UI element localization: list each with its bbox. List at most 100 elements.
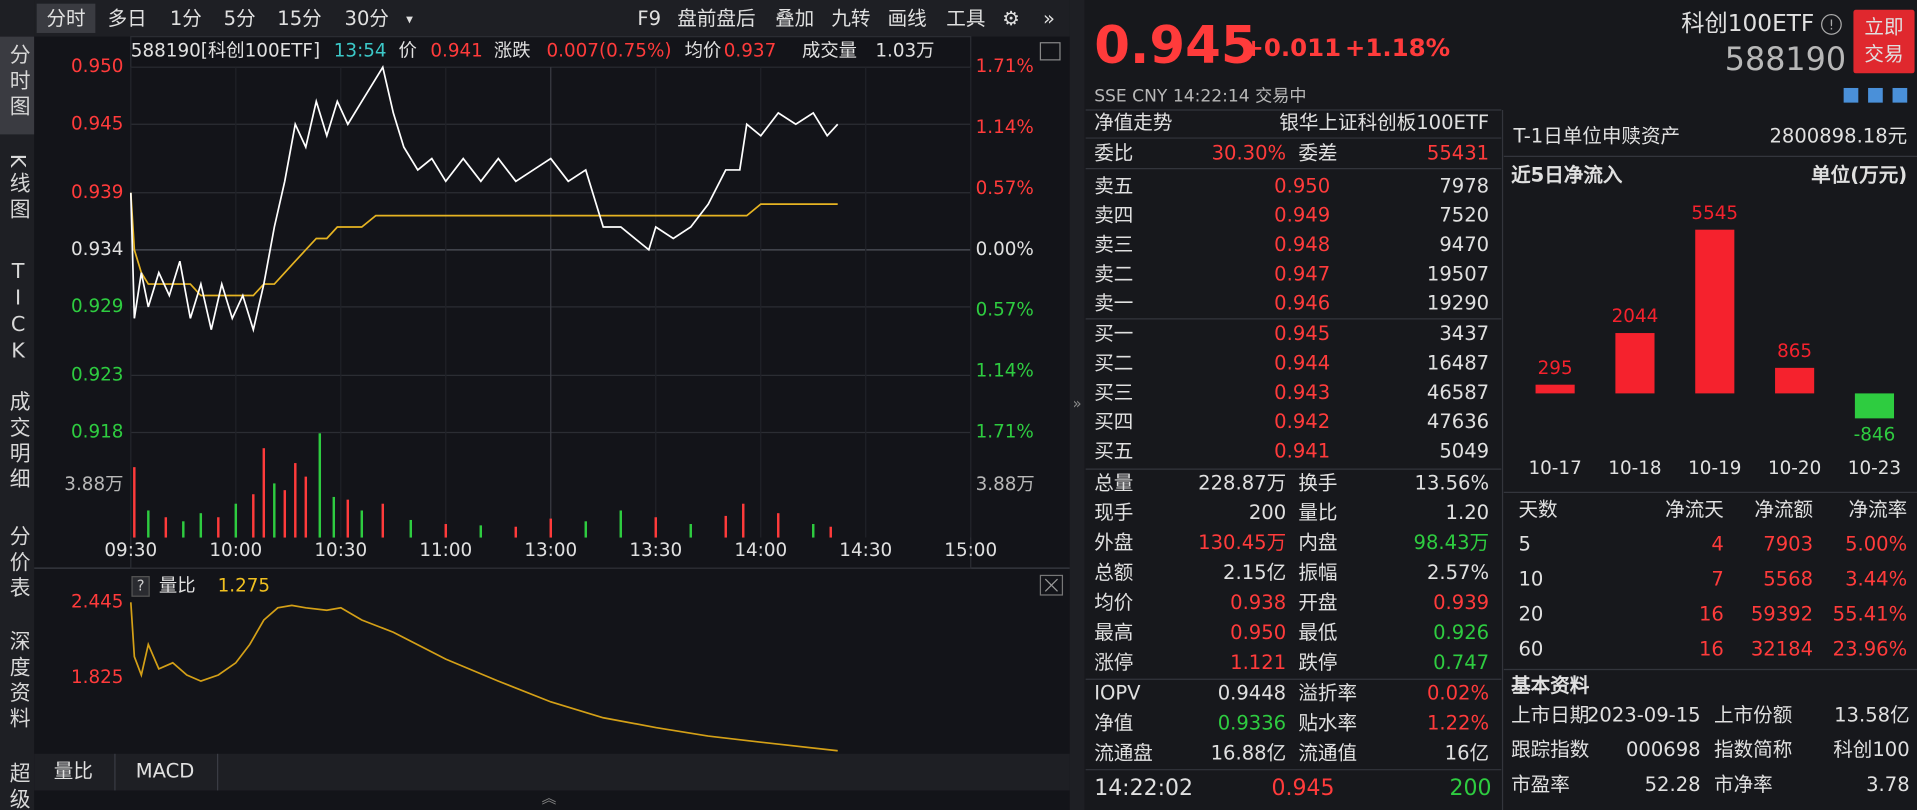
expand-icon[interactable]: ︽ <box>542 790 557 807</box>
info-icon[interactable] <box>1821 14 1842 35</box>
bottom-tab[interactable]: 量比 <box>54 760 93 783</box>
bar <box>1615 333 1655 394</box>
tab[interactable]: 5分 <box>224 7 256 30</box>
more-icon[interactable]: » <box>1043 7 1055 30</box>
table-cell: 16 <box>1699 603 1724 626</box>
info-label: 均价 <box>685 40 722 61</box>
y2-tick-label: 0.57% <box>976 178 1034 199</box>
separators <box>1085 109 1917 810</box>
book-price: 0.947 <box>1274 262 1330 285</box>
volume-bar <box>444 524 448 538</box>
close-icon[interactable] <box>1044 578 1058 592</box>
sidebar-selected <box>0 36 35 135</box>
volume-bar <box>262 448 266 538</box>
trade-label[interactable]: 交易 <box>1864 42 1903 65</box>
tab-selected <box>36 3 96 33</box>
book-price: 0.950 <box>1274 174 1330 197</box>
chart-title: 近5日净流入 <box>1511 163 1623 186</box>
book-volume: 19290 <box>1427 292 1489 315</box>
nav-label: 净值走势 <box>1094 111 1172 134</box>
side-tab[interactable]: 分时图 <box>6 44 30 121</box>
tab[interactable]: 多日 <box>108 7 147 30</box>
tool[interactable]: 工具 <box>946 7 985 30</box>
help-icon[interactable]: ? <box>137 577 145 594</box>
icon[interactable] <box>1868 87 1883 103</box>
tick-price: 0.945 <box>1271 776 1334 801</box>
stat-value: 0.938 <box>1230 591 1286 614</box>
tool[interactable]: 九转 <box>831 7 870 30</box>
section-title: 基本资料 <box>1511 674 1590 697</box>
x-tick-label: 10:30 <box>314 540 367 561</box>
trade-label[interactable]: 立即 <box>1864 16 1903 39</box>
value-label: 5545 <box>1691 203 1738 224</box>
y2-tick-label: 0.57% <box>976 300 1034 321</box>
info-value: 0.937 <box>724 40 777 61</box>
splitter[interactable] <box>1069 0 1085 810</box>
bar <box>1535 384 1575 394</box>
help-box[interactable] <box>131 576 150 597</box>
x-tick-label: 14:00 <box>734 540 787 561</box>
volume-bar <box>724 515 727 538</box>
tool[interactable]: 画线 <box>888 7 927 30</box>
stat-value: 0.950 <box>1230 621 1286 644</box>
table-header: 净流额 <box>1754 498 1813 521</box>
tool[interactable]: 叠加 <box>775 7 814 30</box>
side-tab[interactable]: TICK <box>6 259 30 365</box>
gear-icon[interactable]: ⚙ <box>1002 7 1020 30</box>
volume-bar <box>182 521 185 538</box>
book-volume: 47636 <box>1427 410 1489 433</box>
volume-bar <box>381 503 385 538</box>
layout-icon[interactable] <box>1039 42 1061 61</box>
stat-value: 0.9336 <box>1218 711 1286 734</box>
side-tab[interactable]: 超级 <box>6 762 30 810</box>
info-time: 13:54 <box>334 40 387 61</box>
tool[interactable]: F9 <box>637 7 661 30</box>
trade-button[interactable] <box>1853 9 1915 74</box>
volume-bar <box>294 463 297 538</box>
bottom-tab[interactable]: MACD <box>136 760 195 783</box>
volume-bar <box>199 513 203 538</box>
dropdown[interactable]: ▾ <box>406 13 413 28</box>
volume-bar <box>164 517 168 538</box>
volume-bar <box>514 526 517 538</box>
volume-bar <box>346 499 350 538</box>
side-tab[interactable]: 分价表 <box>6 525 30 602</box>
volume-bar <box>304 476 308 538</box>
y-tick-label: 0.923 <box>71 364 124 385</box>
book-price: 0.943 <box>1274 381 1330 404</box>
side-tab[interactable]: 成交明细 <box>6 391 30 494</box>
book-volume: 7978 <box>1439 174 1489 197</box>
book-price: 0.944 <box>1274 352 1330 375</box>
icon[interactable] <box>1843 87 1859 103</box>
collapse-icon[interactable]: » <box>1073 395 1082 412</box>
tool[interactable]: 盘前盘后 <box>677 7 755 30</box>
close-box[interactable] <box>1039 574 1064 596</box>
book-label: 卖五 <box>1094 174 1133 197</box>
side-tab[interactable]: 深度资料 <box>6 630 30 733</box>
stat-value: 1.121 <box>1230 651 1286 674</box>
line <box>129 192 838 297</box>
stat-label: 量比 <box>1298 501 1337 524</box>
tab[interactable]: 30分 <box>345 7 389 30</box>
stat-label: 净值 <box>1094 711 1133 734</box>
table-cell: 16 <box>1699 638 1724 661</box>
icon-row <box>1843 87 1908 103</box>
line <box>129 602 838 752</box>
info-value: 3.78 <box>1866 773 1910 796</box>
nav-fund: 银华上证科创板100ETF <box>1279 111 1489 134</box>
book-label: 卖一 <box>1094 292 1133 315</box>
bar <box>1695 229 1735 394</box>
tab[interactable]: 15分 <box>277 7 321 30</box>
book-label: 买二 <box>1094 352 1133 375</box>
icon[interactable] <box>1892 87 1908 103</box>
stat-label: 总量 <box>1094 471 1133 494</box>
value-label: 2044 <box>1612 306 1659 327</box>
tab[interactable]: 1分 <box>170 7 202 30</box>
stat-label: 开盘 <box>1298 591 1337 614</box>
side-tab[interactable]: K线图 <box>6 154 30 224</box>
book-price: 0.949 <box>1274 204 1330 227</box>
value-label: 865 <box>1777 341 1812 362</box>
tab[interactable]: 分时 <box>46 7 85 30</box>
volume-bar <box>360 510 364 538</box>
